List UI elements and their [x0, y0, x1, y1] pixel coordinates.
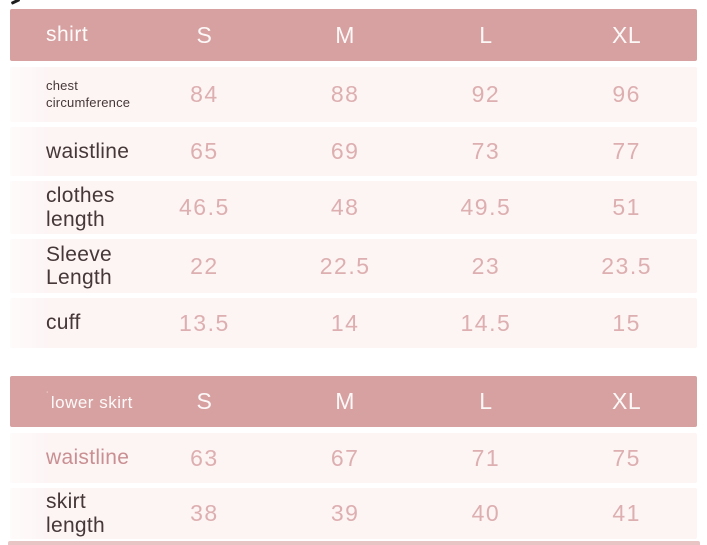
row-label: skirt length [46, 490, 106, 537]
lower-skirt-table-title: ˙lower skirt [10, 391, 134, 413]
cell-value-s: 46.5 [178, 194, 230, 220]
stray-tick-mark: ˙ [46, 390, 50, 402]
row-label: Sleeve Length [46, 242, 113, 289]
size-column-header-m: M [335, 21, 355, 48]
cell-value-m: 14 [330, 309, 360, 336]
cropped-next-row-edge [8, 541, 700, 545]
row-label: chest circumference [46, 78, 131, 110]
cell-value-xl: 51 [612, 194, 641, 220]
row-label: waistline [46, 446, 130, 470]
cell-value-l: 14.5 [460, 309, 512, 336]
size-column-header-m: M [335, 388, 355, 414]
cell-value-m: 88 [330, 81, 360, 107]
cell-value-xl: 41 [612, 500, 641, 526]
cell-value-m: 39 [330, 500, 360, 526]
cell-value-m: 69 [330, 138, 360, 164]
table-row-waistline: waistline 63 67 71 75 [10, 433, 697, 483]
table-row-sleeve-length: Sleeve Length 22 22.5 23 23.5 [10, 239, 697, 293]
cell-value-xl: 96 [612, 81, 641, 107]
cell-value-l: 23 [471, 252, 501, 279]
cell-value-s: 22 [190, 252, 219, 279]
shirt-size-table: shirt S M L XL chest circumference 84 88… [10, 9, 697, 348]
cell-value-s: 13.5 [178, 309, 230, 336]
cell-value-l: 92 [471, 81, 501, 107]
row-label: clothes length [46, 184, 115, 231]
lower-skirt-size-table: ˙lower skirt S M L XL waistline 63 67 71… [10, 376, 697, 539]
table-row-waistline: waistline 65 69 73 77 [10, 127, 697, 176]
cell-value-s: 63 [190, 444, 219, 471]
cell-value-l: 40 [471, 500, 501, 526]
size-column-header-s: S [196, 21, 213, 48]
corner-artifact-mark [10, 0, 21, 5]
lower-skirt-table-header-row: ˙lower skirt S M L XL [10, 376, 697, 427]
table-row-clothes-length: clothes length 46.5 48 49.5 51 [10, 181, 697, 234]
cell-value-m: 22.5 [319, 252, 371, 279]
row-label: waistline [46, 139, 130, 163]
cell-value-m: 48 [330, 194, 360, 220]
size-column-header-l: L [479, 21, 493, 48]
cell-value-l: 73 [471, 138, 501, 164]
cell-value-xl: 75 [612, 444, 641, 471]
cell-value-s: 65 [190, 138, 219, 164]
cell-value-xl: 77 [612, 138, 641, 164]
size-column-header-xl: XL [612, 388, 642, 414]
cell-value-s: 38 [190, 500, 219, 526]
cell-value-s: 84 [190, 81, 219, 107]
shirt-table-header-row: shirt S M L XL [10, 9, 697, 61]
cell-value-xl: 23.5 [601, 252, 652, 279]
cell-value-m: 67 [330, 444, 360, 471]
row-label: cuff [46, 311, 81, 335]
size-column-header-l: L [479, 388, 493, 414]
table-row-cuff: cuff 13.5 14 14.5 15 [10, 298, 697, 348]
cell-value-l: 71 [471, 444, 501, 471]
size-column-header-s: S [196, 388, 213, 414]
shirt-table-title: shirt [46, 23, 89, 47]
cell-value-xl: 15 [612, 309, 641, 336]
cell-value-l: 49.5 [460, 194, 512, 220]
table-row-skirt-length: skirt length 38 39 40 41 [10, 488, 697, 539]
table-row-chest-circumference: chest circumference 84 88 92 96 [10, 67, 697, 122]
table-title-text: lower skirt [50, 392, 133, 412]
size-column-header-xl: XL [612, 21, 642, 48]
